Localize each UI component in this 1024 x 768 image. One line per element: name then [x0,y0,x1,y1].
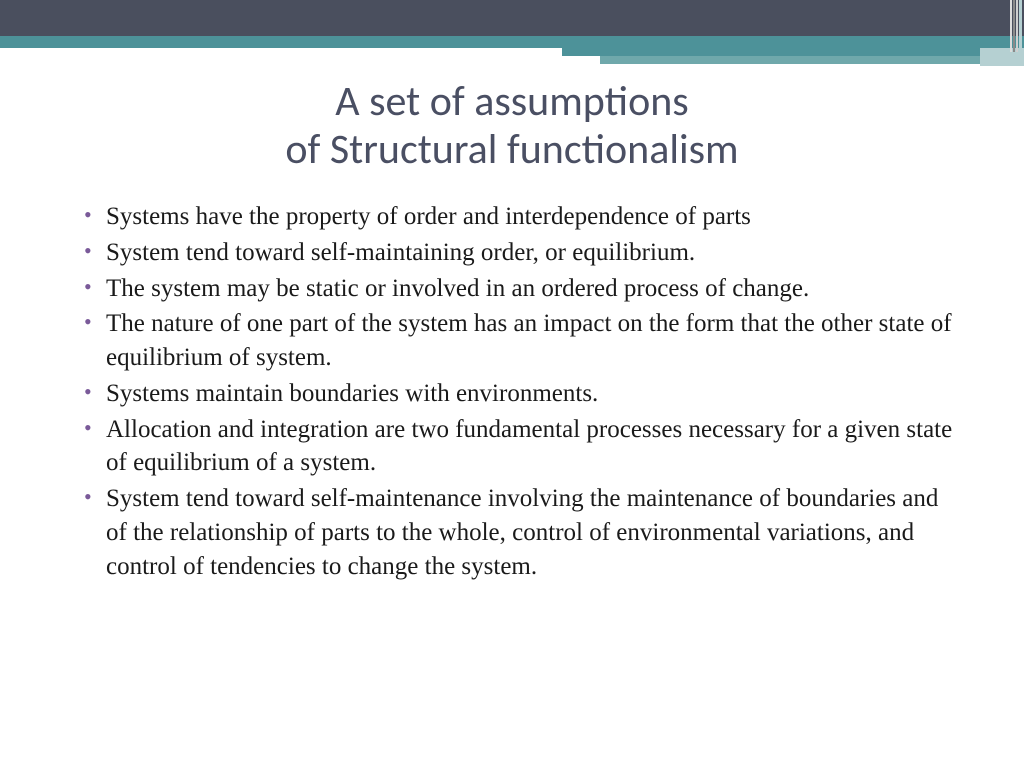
edge-strip-3 [1016,0,1018,52]
accent-underline-2 [600,56,1000,64]
accent-underline-1 [562,48,1002,56]
list-item: System tend toward self-maintaining orde… [78,236,964,270]
bullet-list: Systems have the property of order and i… [78,200,964,583]
list-item: Allocation and integration are two funda… [78,413,964,481]
slide-body: Systems have the property of order and i… [78,200,964,585]
list-item: The nature of one part of the system has… [78,307,964,375]
title-line-2: of Structural functionalism [0,126,1024,174]
slide-title: A set of assumptions of Structural funct… [0,78,1024,175]
list-item: The system may be static or involved in … [78,272,964,306]
title-line-1: A set of assumptions [0,78,1024,126]
slide: A set of assumptions of Structural funct… [0,0,1024,768]
list-item: Systems maintain boundaries with environ… [78,377,964,411]
list-item: Systems have the property of order and i… [78,200,964,234]
top-bar-teal [0,36,1024,48]
edge-strip-2 [1013,0,1015,52]
edge-strip-4 [1019,0,1022,52]
list-item: System tend toward self-maintenance invo… [78,482,964,583]
top-bar-dark [0,0,1024,36]
edge-strip-1 [1010,0,1012,52]
